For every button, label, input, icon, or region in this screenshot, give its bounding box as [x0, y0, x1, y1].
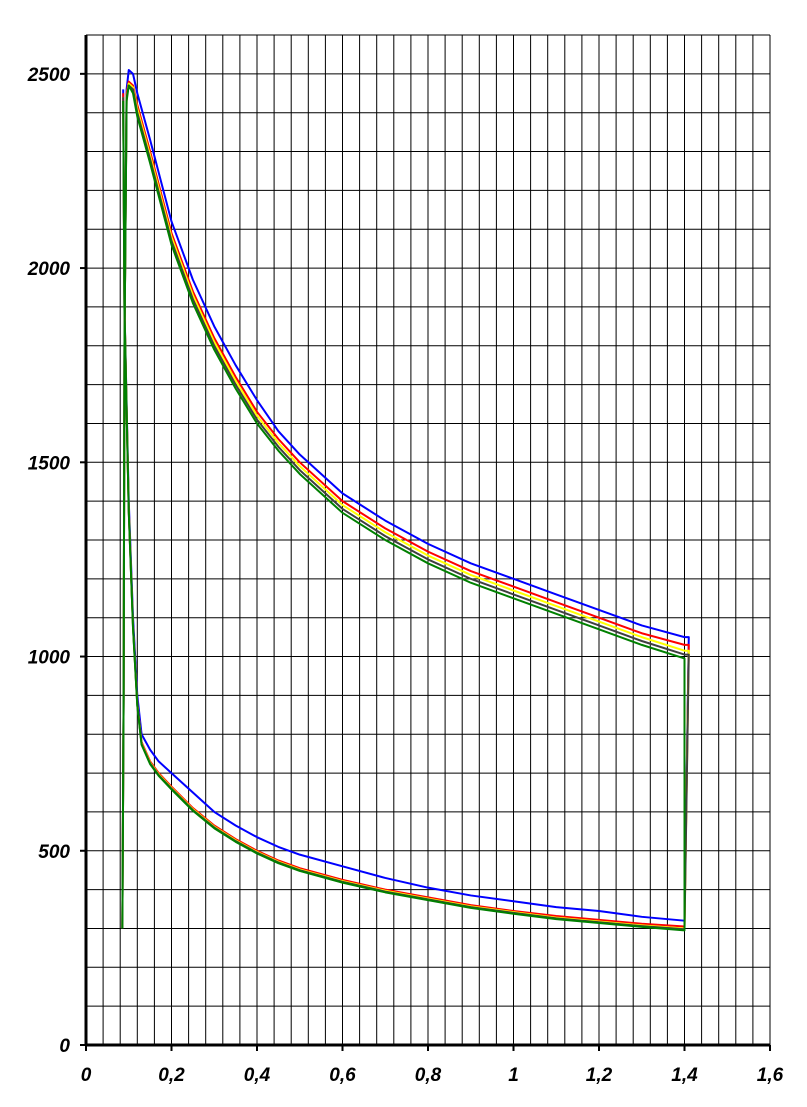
x-tick-label: 0,8: [415, 1065, 442, 1086]
x-tick-label: 0,6: [329, 1065, 356, 1086]
x-tick-label: 1: [508, 1065, 519, 1086]
y-tick-label: 500: [38, 842, 70, 863]
y-tick-label: 1000: [28, 648, 71, 669]
y-tick-label: 0: [59, 1036, 70, 1057]
tick-labels: 0 500 1000 1500 2000 2500 0 0,2 0,4 0,6 0,8 1 1,2 1,4…: [27, 65, 784, 1086]
y-tick-label: 1500: [28, 453, 71, 474]
grid-lines: [85, 34, 771, 1046]
series-line-5: [121, 84, 686, 932]
x-tick-label: 1,4: [671, 1065, 698, 1086]
data-series: [121, 68, 690, 932]
axes: [80, 35, 771, 1051]
series-line-3: [121, 82, 690, 930]
series-line-1: [121, 68, 690, 929]
y-tick-label: 2000: [27, 259, 71, 280]
x-tick-label: 0,4: [244, 1065, 271, 1086]
y-tick-label: 2500: [27, 65, 71, 86]
x-tick-label: 1,2: [586, 1065, 613, 1086]
x-tick-label: 1,6: [757, 1065, 784, 1086]
x-tick-label: 0,2: [158, 1065, 185, 1086]
series-line-4: [121, 84, 690, 931]
series-line-2: [121, 80, 690, 929]
x-tick-label: 0: [81, 1065, 92, 1086]
